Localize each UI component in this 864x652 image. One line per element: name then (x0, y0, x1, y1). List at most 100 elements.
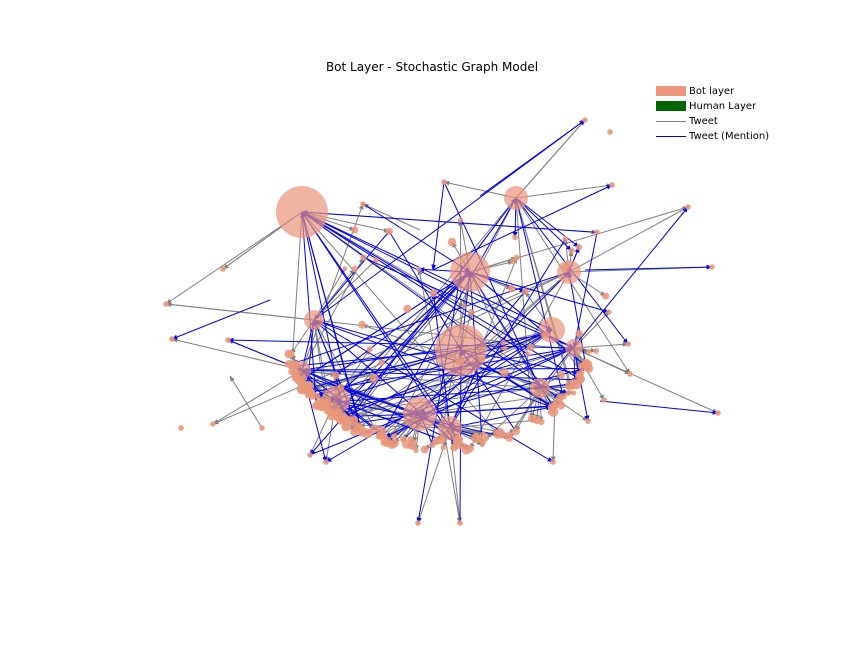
bot-node (288, 369, 294, 375)
bot-node (408, 436, 414, 442)
bot-node (307, 452, 313, 458)
bot-node (557, 371, 565, 379)
bot-node (295, 377, 303, 385)
legend-label: Tweet (689, 114, 718, 129)
bot-node (225, 337, 231, 343)
bot-node (576, 374, 583, 381)
chart-title: Bot Layer - Stochastic Graph Model (0, 60, 864, 74)
tweet-edge (569, 207, 688, 272)
bot-node (403, 305, 411, 313)
bot-node (337, 384, 344, 391)
bot-node (369, 374, 378, 383)
bot-node (586, 349, 591, 354)
tweet-line-swatch (656, 121, 686, 122)
bot-node (358, 321, 366, 329)
bot-node (290, 361, 295, 366)
bot-node (522, 288, 529, 295)
bot-node (178, 425, 184, 431)
mention-edge (302, 335, 546, 370)
bot-node (500, 368, 509, 377)
bot-node (562, 236, 568, 242)
bot-node (373, 257, 379, 263)
bot-node (448, 238, 456, 246)
bot-node (480, 442, 485, 447)
bot-node (351, 226, 358, 233)
bot-node (413, 448, 418, 453)
bot-node (508, 285, 516, 293)
bot-hub-node (276, 186, 328, 238)
mention-edge (480, 120, 585, 196)
bot-layer-swatch (656, 86, 686, 96)
bot-node (585, 418, 591, 424)
bot-node (392, 433, 398, 439)
bot-node (625, 341, 631, 347)
bot-node (323, 459, 329, 465)
tweet-edge (230, 376, 262, 428)
bot-node (538, 418, 545, 425)
bot-node (259, 425, 265, 431)
bot-node (360, 254, 366, 260)
bot-node (342, 266, 347, 271)
bot-node (453, 440, 462, 449)
bot-node (360, 201, 366, 207)
bot-node (512, 427, 520, 435)
bot-node (163, 301, 169, 307)
bot-node (362, 428, 372, 438)
bot-node (376, 433, 383, 440)
legend-label: Bot layer (689, 84, 734, 99)
bot-node (468, 309, 475, 316)
bot-hub-node (557, 260, 581, 284)
bot-node (593, 348, 599, 354)
bot-hub-node (403, 397, 437, 431)
bot-node (505, 434, 513, 442)
bot-node (500, 340, 506, 346)
mention-line-swatch (656, 136, 686, 137)
tweet-edge (470, 207, 688, 272)
bot-node (416, 267, 421, 272)
bot-node (378, 359, 384, 365)
bot-node (169, 336, 175, 342)
bot-hub-node (539, 317, 565, 343)
bot-node (458, 217, 463, 222)
bot-node (421, 446, 429, 454)
legend-label: Tweet (Mention) (689, 129, 769, 144)
bot-node (571, 390, 576, 395)
bot-node (210, 421, 216, 427)
bot-node (429, 442, 435, 448)
bot-node (383, 434, 388, 439)
tweet-edge (516, 120, 585, 198)
bot-node (607, 129, 613, 135)
bot-node (602, 293, 609, 300)
human-layer-swatch (656, 101, 686, 111)
bot-node (496, 428, 504, 436)
bot-node (287, 350, 294, 357)
bot-node (430, 290, 438, 298)
bot-node (351, 266, 358, 273)
bot-node (601, 397, 607, 403)
bot-node (582, 117, 588, 123)
bot-node (606, 309, 612, 315)
bot-node (526, 352, 531, 357)
bot-node (461, 304, 466, 309)
bot-node (305, 392, 312, 399)
bot-node (594, 229, 600, 235)
bot-node (562, 263, 570, 271)
bot-hub-node (304, 310, 324, 330)
mention-edge (600, 401, 718, 413)
bot-node (512, 235, 518, 241)
bot-node (502, 346, 507, 351)
bot-node (709, 264, 715, 270)
bot-node (441, 179, 447, 185)
bot-hub-node (504, 186, 528, 210)
bot-node (510, 259, 516, 265)
bot-node (336, 416, 344, 424)
bot-node (441, 445, 447, 451)
bot-node (220, 266, 226, 272)
bot-node (685, 204, 691, 210)
bot-hub-node (565, 339, 583, 357)
bot-node (576, 244, 582, 250)
bot-node (560, 393, 567, 400)
bot-hub-node (450, 252, 490, 292)
